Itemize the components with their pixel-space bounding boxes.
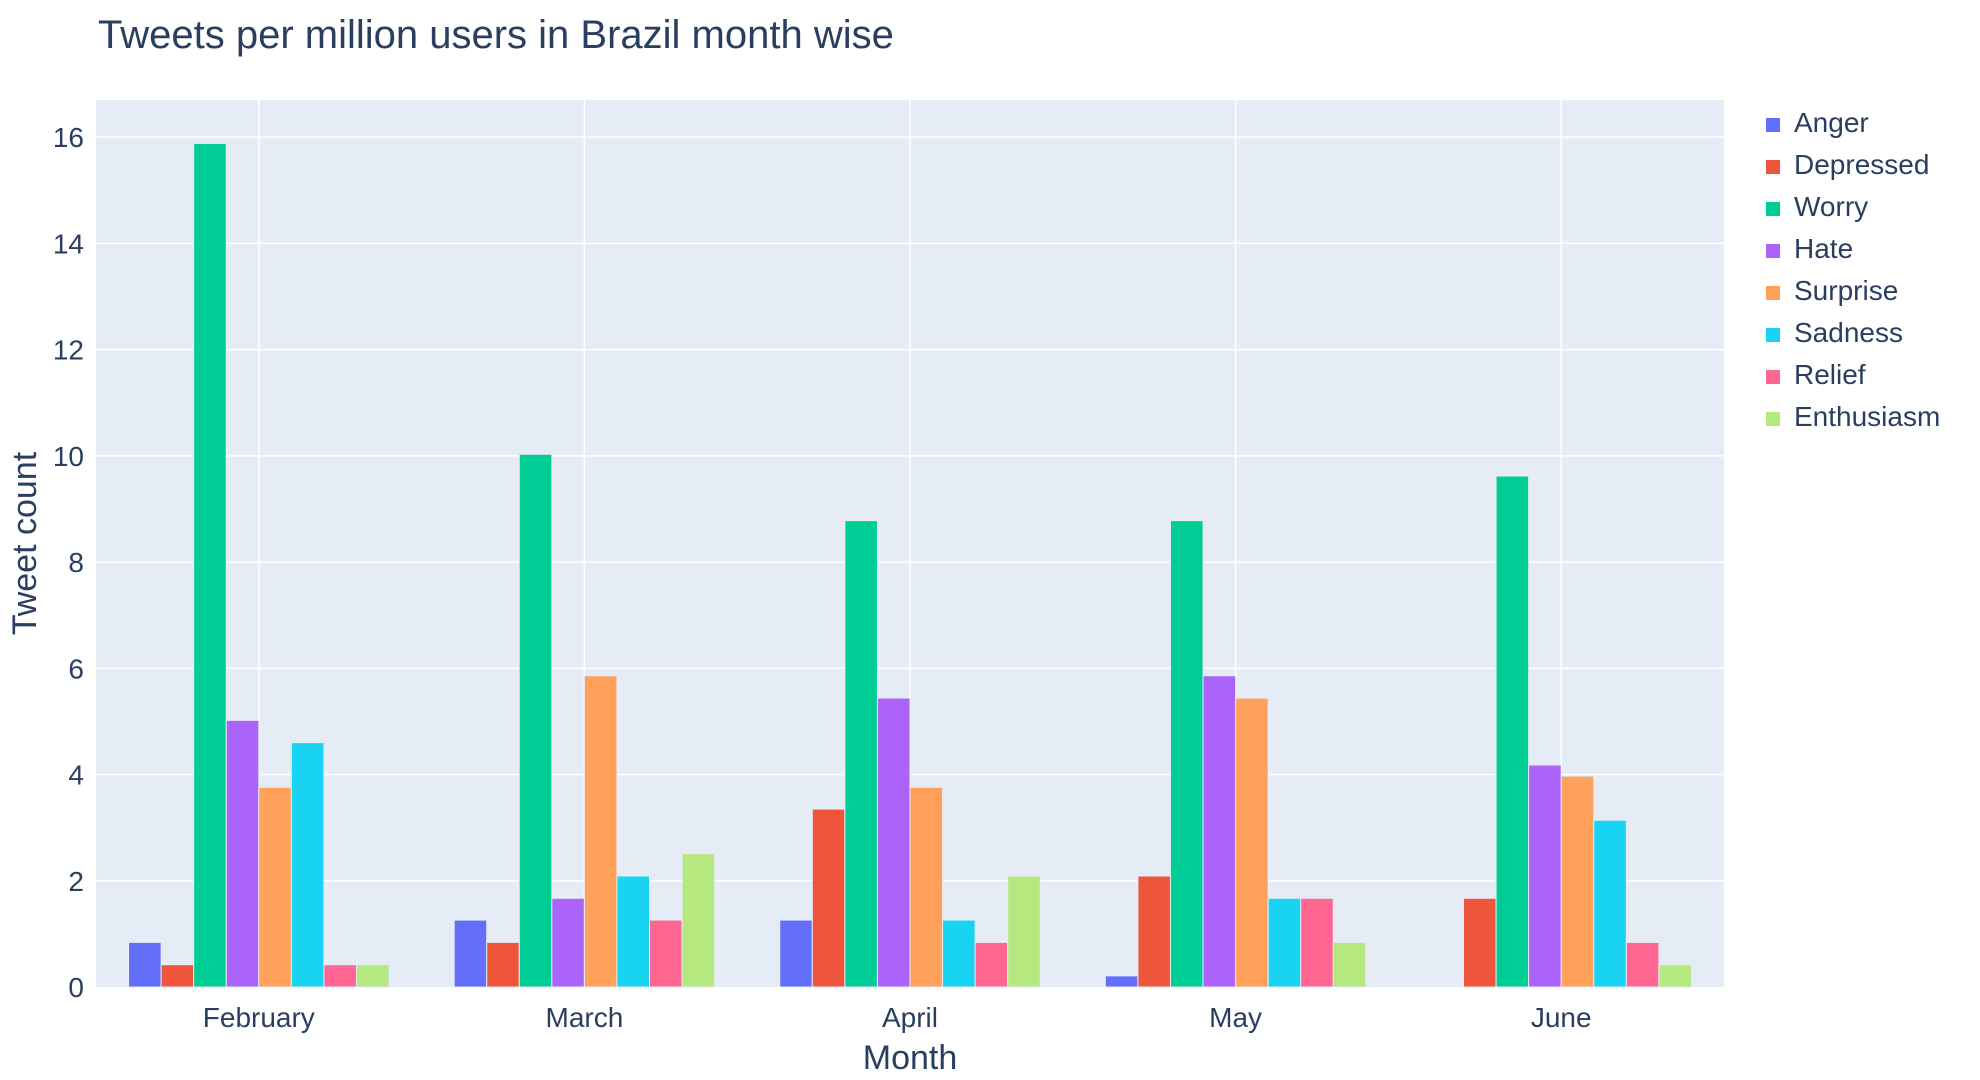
y-tick-label: 2 xyxy=(68,866,84,897)
bar-anger-february[interactable] xyxy=(128,941,162,988)
legend-label: Sadness xyxy=(1794,317,1903,348)
bar-surprise-june[interactable] xyxy=(1560,775,1595,988)
bar-sadness-february[interactable] xyxy=(290,742,325,988)
legend-swatch xyxy=(1766,244,1780,258)
x-tick-label: March xyxy=(546,1002,624,1033)
bar-anger-may[interactable] xyxy=(1104,975,1139,988)
bar-worry-may[interactable] xyxy=(1169,520,1204,988)
bar-depressed-april[interactable] xyxy=(811,808,846,988)
bar-surprise-march[interactable] xyxy=(583,675,618,988)
x-axis-title: Month xyxy=(863,1039,958,1077)
legend-label: Enthusiasm xyxy=(1794,401,1940,432)
y-tick-label: 12 xyxy=(53,335,84,366)
legend-item-hate[interactable]: Hate xyxy=(1766,233,1853,264)
bar-hate-june[interactable] xyxy=(1528,764,1562,988)
legend-item-anger[interactable]: Anger xyxy=(1766,107,1869,138)
legend-swatch xyxy=(1766,202,1780,216)
bar-depressed-june[interactable] xyxy=(1463,897,1497,988)
bar-enthusiasm-may[interactable] xyxy=(1332,941,1367,988)
bar-anger-april[interactable] xyxy=(779,919,813,988)
bar-hate-may[interactable] xyxy=(1202,675,1237,988)
bar-enthusiasm-march[interactable] xyxy=(681,853,716,988)
bar-relief-february[interactable] xyxy=(323,964,357,988)
bar-worry-june[interactable] xyxy=(1495,475,1530,988)
bar-surprise-april[interactable] xyxy=(909,786,944,988)
bar-worry-march[interactable] xyxy=(518,453,553,988)
legend-item-enthusiasm[interactable]: Enthusiasm xyxy=(1766,401,1940,432)
bar-worry-february[interactable] xyxy=(193,143,227,988)
y-tick-label: 8 xyxy=(68,547,84,578)
legend-swatch xyxy=(1766,118,1780,132)
legend-swatch xyxy=(1766,412,1780,426)
bar-sadness-june[interactable] xyxy=(1593,819,1627,988)
bar-sadness-march[interactable] xyxy=(616,875,651,988)
legend-item-surprise[interactable]: Surprise xyxy=(1766,275,1898,306)
bar-enthusiasm-april[interactable] xyxy=(1007,875,1041,988)
x-axis: February March April May June xyxy=(203,1002,1592,1033)
legend-label: Anger xyxy=(1794,107,1869,138)
legend-item-depressed[interactable]: Depressed xyxy=(1766,149,1929,180)
bar-hate-april[interactable] xyxy=(876,697,911,988)
bar-relief-june[interactable] xyxy=(1625,941,1660,988)
legend-swatch xyxy=(1766,328,1780,342)
bar-surprise-february[interactable] xyxy=(258,786,292,988)
legend-swatch xyxy=(1766,286,1780,300)
bar-anger-march[interactable] xyxy=(453,919,488,988)
legend-item-relief[interactable]: Relief xyxy=(1766,359,1866,390)
legend: Anger Depressed Worry Hate Surprise Sadness Re… xyxy=(1766,107,1940,432)
bar-depressed-february[interactable] xyxy=(160,964,195,988)
bar-depressed-may[interactable] xyxy=(1137,875,1171,988)
x-tick-label: April xyxy=(882,1002,938,1033)
bars xyxy=(128,143,1692,988)
bar-surprise-may[interactable] xyxy=(1235,697,1269,988)
x-tick-label: June xyxy=(1531,1002,1592,1033)
y-tick-label: 6 xyxy=(68,653,84,684)
legend-label: Hate xyxy=(1794,233,1853,264)
x-tick-label: February xyxy=(203,1002,315,1033)
chart-title: Tweets per million users in Brazil month… xyxy=(98,13,894,57)
legend-swatch xyxy=(1766,160,1780,174)
bar-sadness-april[interactable] xyxy=(942,919,976,988)
y-tick-label: 16 xyxy=(53,122,84,153)
y-axis-title: Tweet count xyxy=(6,451,44,635)
bar-relief-may[interactable] xyxy=(1300,897,1334,988)
legend-item-sadness[interactable]: Sadness xyxy=(1766,317,1903,348)
bar-hate-february[interactable] xyxy=(225,719,260,988)
bar-relief-april[interactable] xyxy=(974,941,1009,988)
y-tick-label: 0 xyxy=(68,972,84,1003)
legend-label: Depressed xyxy=(1794,149,1929,180)
bar-sadness-may[interactable] xyxy=(1267,897,1302,988)
y-tick-label: 14 xyxy=(53,228,84,259)
legend-label: Relief xyxy=(1794,359,1866,390)
y-tick-label: 10 xyxy=(53,441,84,472)
legend-item-worry[interactable]: Worry xyxy=(1766,191,1868,222)
bar-enthusiasm-june[interactable] xyxy=(1658,964,1692,988)
legend-label: Worry xyxy=(1794,191,1868,222)
x-tick-label: May xyxy=(1209,1002,1262,1033)
y-axis: 0 2 4 6 8 10 12 14 16 xyxy=(53,122,84,1003)
y-tick-label: 4 xyxy=(68,760,84,791)
bar-hate-march[interactable] xyxy=(551,897,585,988)
bar-worry-april[interactable] xyxy=(844,520,878,988)
bar-enthusiasm-february[interactable] xyxy=(355,964,390,988)
legend-label: Surprise xyxy=(1794,275,1898,306)
bar-relief-march[interactable] xyxy=(649,919,683,988)
bar-depressed-march[interactable] xyxy=(486,941,520,988)
gridlines xyxy=(96,100,1724,987)
legend-swatch xyxy=(1766,370,1780,384)
